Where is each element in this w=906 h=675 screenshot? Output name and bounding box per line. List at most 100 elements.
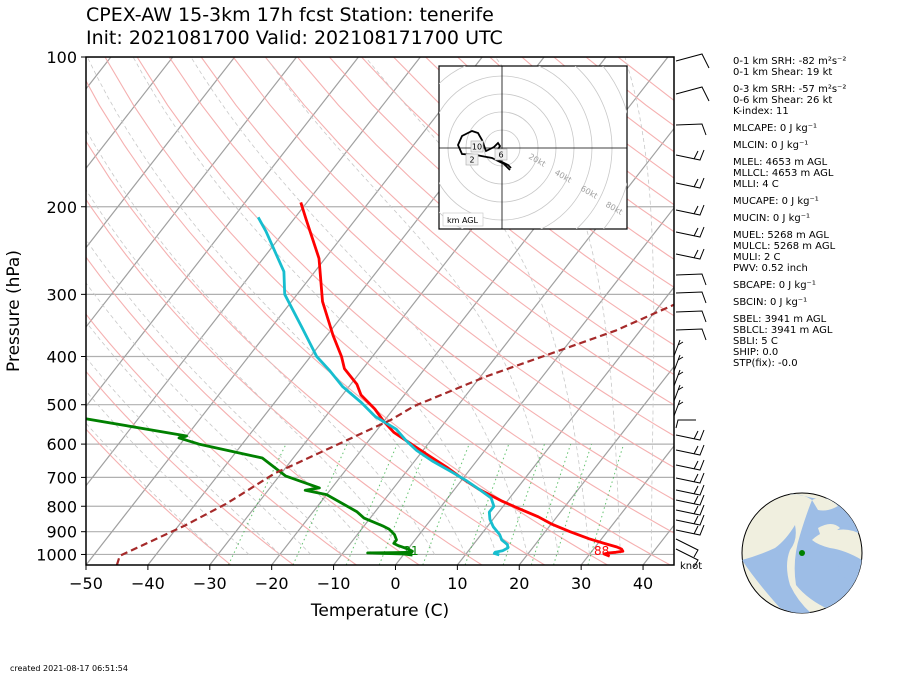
created-timestamp: created 2021-08-17 06:51:54 [10, 664, 128, 673]
wind-barb [675, 429, 705, 441]
land-shape [818, 524, 840, 535]
dry-adiabat-line [232, 57, 674, 437]
parcel-line [115, 303, 674, 565]
isotherm-line [518, 365, 674, 565]
x-tick-label: −20 [255, 574, 289, 593]
y-tick-label: 300 [46, 285, 77, 304]
dewpoint-line [86, 417, 414, 557]
stat-item: MULCL: 5268 m AGL [733, 241, 836, 252]
hodograph-height-label: 10 [472, 143, 482, 152]
isotherm-line [86, 57, 298, 328]
data-labels: 31 88 [403, 544, 609, 558]
stat-item: MLLCL: 4653 m AGL [733, 168, 834, 179]
axes: −50 −40 −30 −20 −10 0 10 20 30 40 100 200 300 400 500 6… [4, 48, 653, 621]
dry-adiabat-line [328, 57, 674, 346]
chart-title: CPEX-AW 15-3km 17h fcst Station: tenerif… [86, 4, 494, 26]
wind-barb [675, 419, 696, 429]
dry-adiabat-line [86, 256, 420, 565]
chart-titles: CPEX-AW 15-3km 17h fcst Station: tenerif… [86, 4, 503, 50]
wind-barb [675, 86, 710, 102]
wind-barb [675, 548, 699, 568]
stat-item: SBEL: 3941 m AGL [733, 314, 827, 325]
station-marker [799, 550, 805, 556]
wind-barb [675, 494, 705, 506]
stat-item: 0-1 km SRH: -82 m²s⁻² [733, 56, 847, 67]
moist-adiabat-line [132, 57, 497, 555]
wind-barb [675, 53, 710, 69]
stat-item: MLEL: 4653 m AGL [733, 157, 828, 168]
series-layer [86, 201, 674, 565]
wind-barb [675, 310, 707, 323]
isotherm-line [86, 57, 236, 249]
stat-item: SBLI: 5 C [733, 336, 778, 347]
hodograph-height-label: 6 [498, 151, 503, 160]
y-tick-label: 400 [46, 348, 77, 367]
dry-adiabat-line [86, 370, 295, 565]
stat-item: SBLCL: 3941 m AGL [733, 325, 833, 336]
moist-adiabat-line [624, 57, 655, 555]
mixing-ratio-line [292, 443, 348, 565]
mixing-ratio-line [553, 443, 593, 565]
y-tick-label: 1000 [36, 545, 77, 564]
background-lines [86, 57, 674, 565]
wind-barb [675, 248, 705, 260]
x-tick-label: 40 [633, 574, 653, 593]
stat-item: K-index: 11 [733, 106, 789, 117]
x-tick-label: −40 [131, 574, 165, 593]
mixing-ratio-line [502, 443, 545, 565]
wind-barb [675, 273, 707, 286]
isotherm-line [456, 286, 674, 565]
wind-barb [675, 524, 705, 536]
dry-adiabat-line [86, 140, 545, 565]
stat-item: MUCIN: 0 J kg⁻¹ [733, 213, 811, 224]
dry-adiabat-line [296, 57, 674, 376]
wind-barb [675, 328, 707, 341]
stat-item: MUEL: 5268 m AGL [733, 230, 829, 241]
mixing-ratio-line [530, 443, 572, 565]
ocean-shape [838, 555, 860, 581]
x-tick-label: −30 [193, 574, 227, 593]
stat-item: MLLI: 4 C [733, 179, 779, 190]
hodograph-height-label: 2 [469, 156, 474, 165]
stat-item: MLCIN: 0 J kg⁻¹ [733, 140, 809, 151]
profile-data-label: 88 [594, 544, 609, 558]
stat-item: PWV: 0.52 inch [733, 263, 808, 274]
plot-frame [85, 56, 675, 566]
moist-adiabat-line [86, 321, 312, 555]
wind-barb [675, 538, 699, 558]
wind-barbs: knot [673, 53, 710, 572]
mixing-ratio-line [587, 443, 625, 565]
dry-adiabat-line [86, 198, 483, 565]
mixing-ratio-line [345, 443, 398, 565]
wind-barb [673, 399, 684, 417]
wind-barb [675, 444, 705, 456]
stat-item: MULI: 2 C [733, 252, 781, 263]
x-tick-label: 10 [447, 574, 467, 593]
wind-barb [675, 149, 705, 161]
y-tick-label: 200 [46, 198, 77, 217]
moist-adiabat-line [86, 238, 374, 555]
isotherm-line [395, 206, 674, 565]
land-shape [812, 498, 838, 511]
x-axis-label: Temperature (C) [310, 601, 449, 621]
x-tick-label: 20 [509, 574, 529, 593]
height-label-box [465, 153, 479, 166]
moist-adiabat-line [494, 57, 621, 555]
x-tick-label: 0 [390, 574, 400, 593]
hodograph-legend-box [442, 212, 484, 227]
wind-barb [675, 226, 705, 238]
ocean-shape [742, 525, 812, 613]
dry-adiabat-line [104, 57, 671, 565]
isotherm-line [86, 57, 359, 408]
wind-barb [675, 459, 705, 471]
plot-border [85, 56, 675, 566]
dry-adiabat-line [86, 428, 232, 565]
wind-barb [673, 354, 684, 372]
wind-barb [673, 339, 684, 357]
dry-adiabat-line [86, 313, 357, 565]
y-tick-label: 600 [46, 435, 77, 454]
isotherm-line [86, 57, 483, 565]
isotherm-line [86, 57, 421, 487]
isotherm-line [580, 444, 674, 565]
